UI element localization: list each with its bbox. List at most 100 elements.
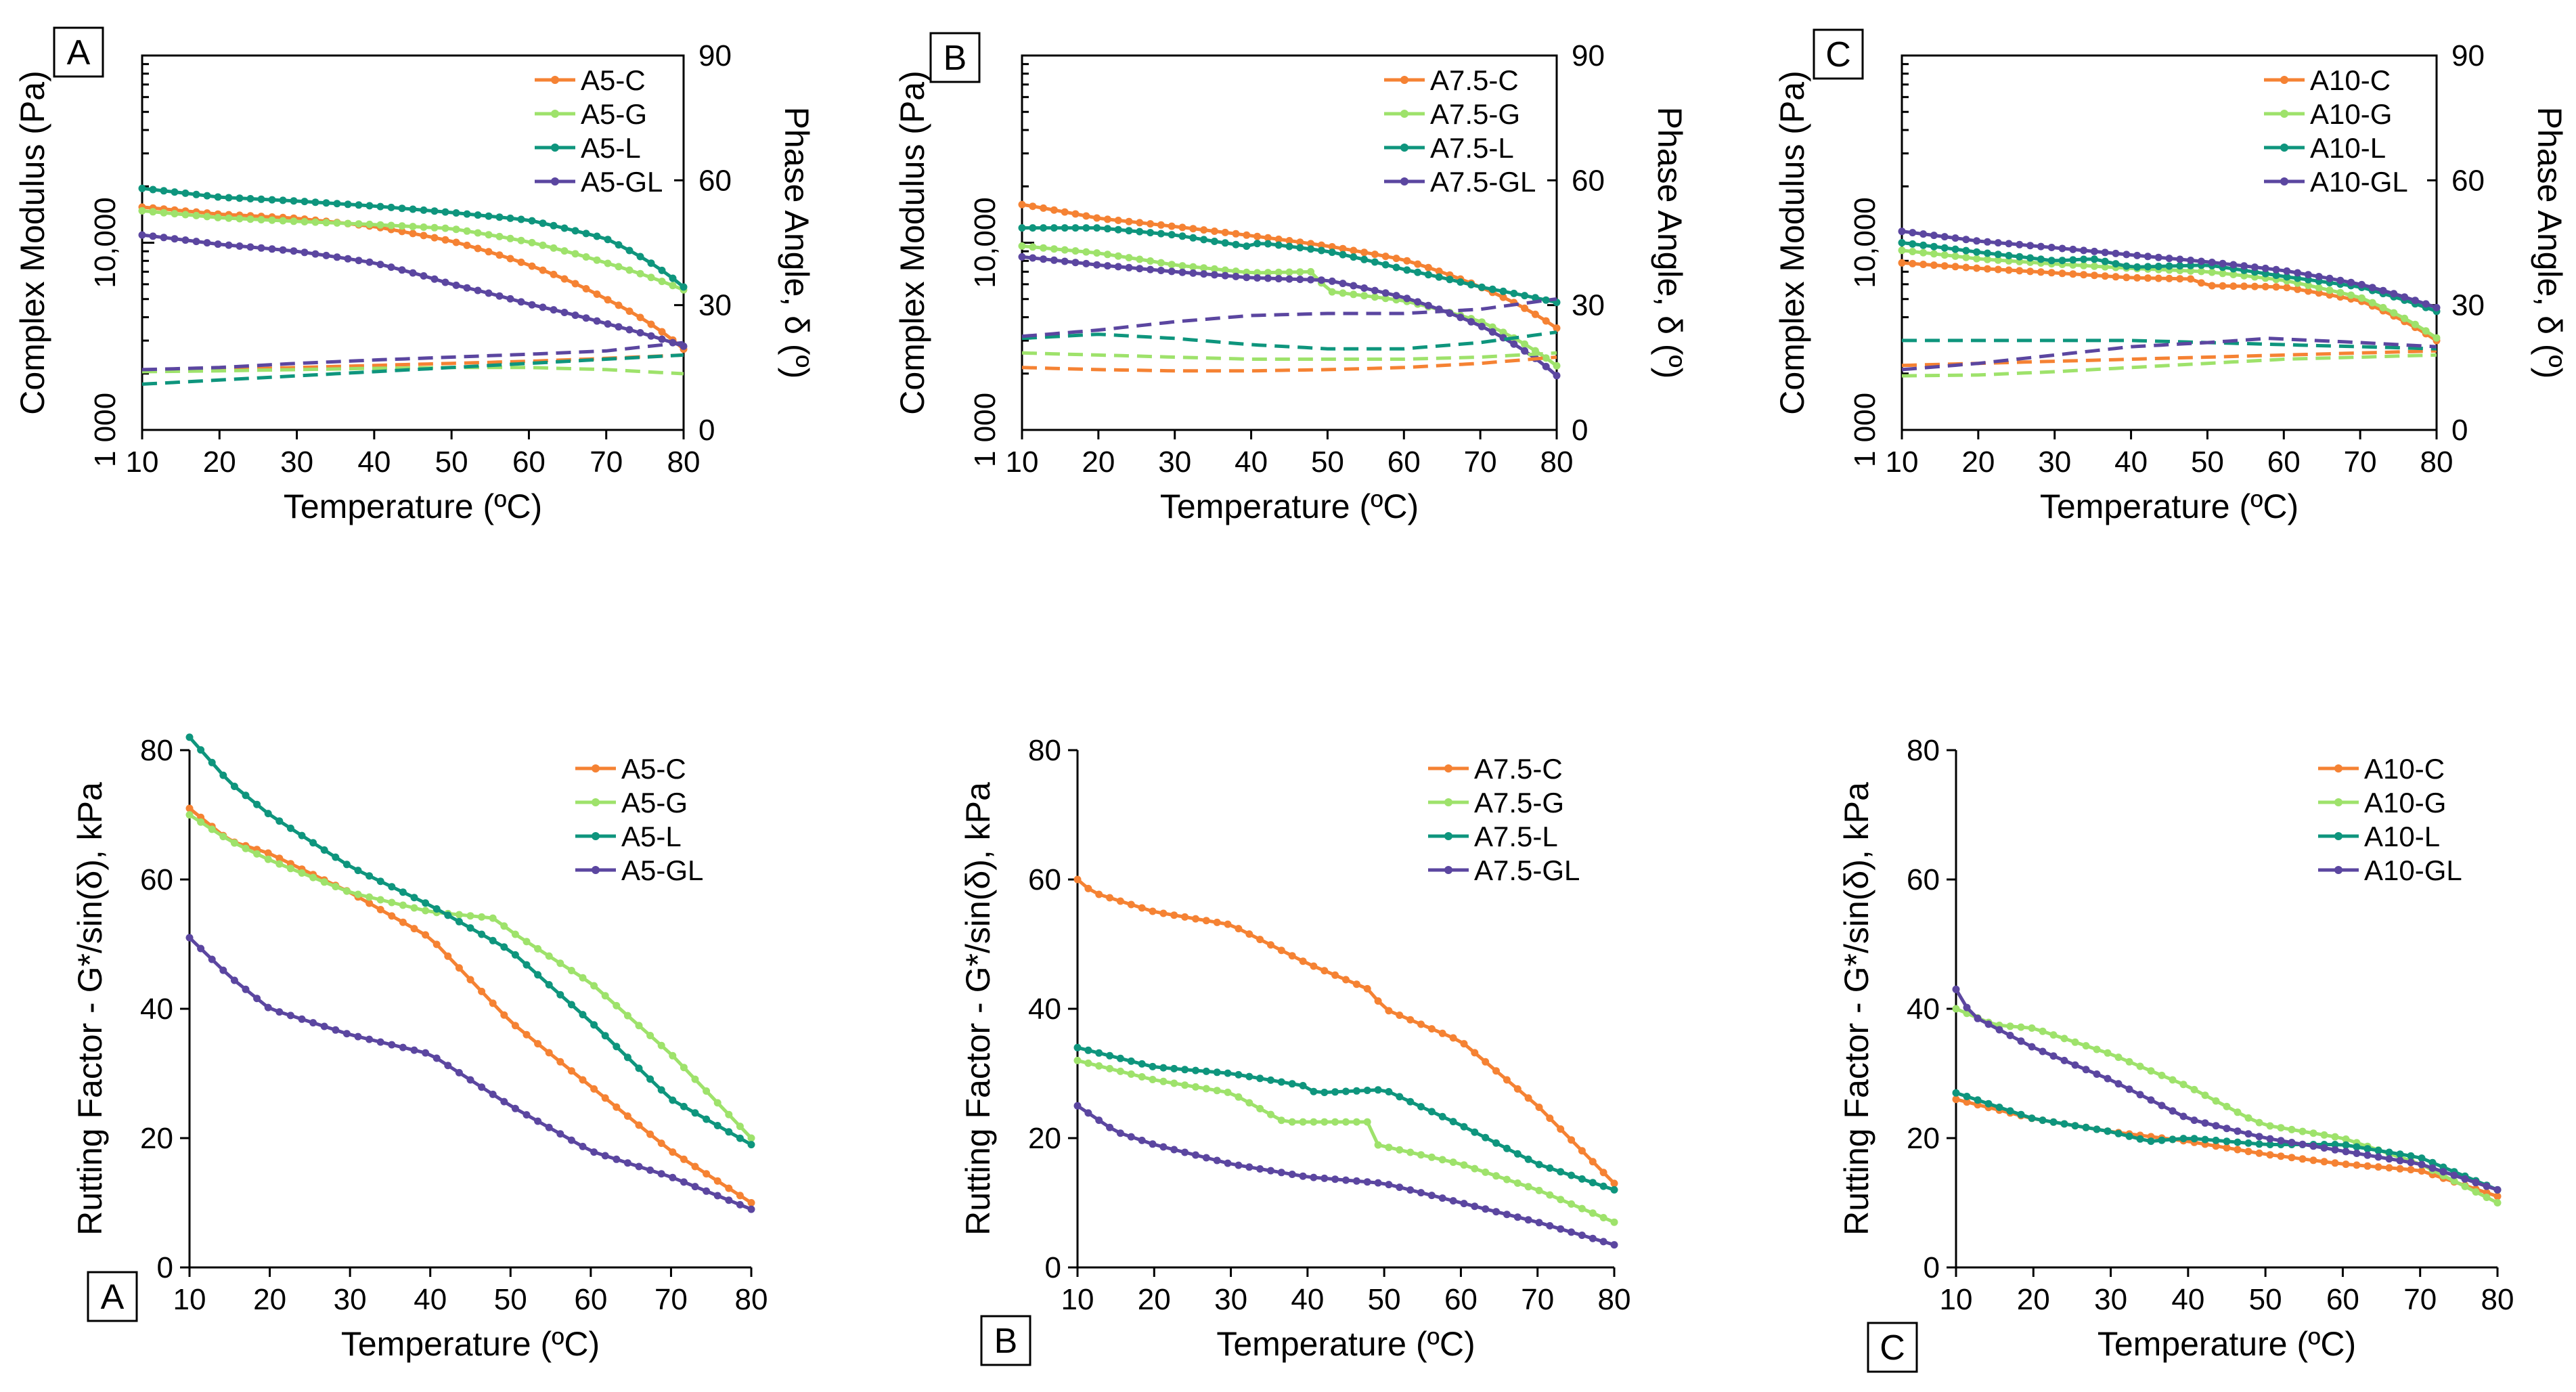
rutting-b-series-a7_5-c-point-44 xyxy=(1546,1114,1554,1123)
complex-b-series-a7_5-c-point-7 xyxy=(1093,214,1101,222)
rutting-a-series-a5-gl-point-1 xyxy=(197,944,205,953)
rutting-a-series-a5-g-point-3 xyxy=(219,833,227,841)
complex-c-series-a10-l-point-5 xyxy=(1951,245,1959,253)
rutting-c-series-a10-gl-point-38 xyxy=(2363,1151,2372,1159)
complex-a-series-a5-l-point-41 xyxy=(582,230,590,238)
rutting-c-series-a10-gl-point-12 xyxy=(2082,1066,2090,1074)
complex-c-x-tick-label-3: 40 xyxy=(2114,445,2148,479)
complex-b-series-a7_5-gl-point-34 xyxy=(1381,289,1390,297)
complex-c-series-a10-gl-point-34 xyxy=(2261,264,2269,272)
complex-a-series-a5-gl-point-20 xyxy=(355,257,363,265)
complex-b-series-a7_5-g-point-14 xyxy=(1168,261,1176,269)
rutting-b-series-a7_5-l-point-15 xyxy=(1235,1070,1243,1079)
complex-c-series-a10-g-point-4 xyxy=(1940,251,1949,259)
complex-a-tag-label: A xyxy=(67,33,91,72)
complex-c-series-a10-gl-point-45 xyxy=(2379,286,2387,295)
complex-c-legend-marker-1 xyxy=(2280,110,2288,118)
complex-a-series-a5-c-point-46 xyxy=(636,313,644,322)
complex-c-series-a10-l-point-35 xyxy=(2272,271,2280,280)
complex-a-series-a5-g-point-45 xyxy=(625,266,634,274)
rutting-a-series-a5-g-point-8 xyxy=(275,860,284,868)
rutting-a-series-a5-l-point-8 xyxy=(275,817,284,825)
rutting-c-series-a10-gl-point-32 xyxy=(2299,1140,2307,1148)
rutting-a-series-a5-g-point-0 xyxy=(185,811,194,819)
rutting-c-series-a10-c-point-29 xyxy=(2266,1151,2274,1159)
complex-b-series-a7_5-g-point-1 xyxy=(1029,243,1037,251)
rutting-b-series-a7_5-c-point-47 xyxy=(1578,1147,1586,1155)
complex-c-series-a10-l-point-2 xyxy=(1919,241,1928,249)
complex-c-y2-tick-label-3: 90 xyxy=(2451,39,2485,72)
complex-c-y-axis-title: Complex Modulus (Pa) xyxy=(1773,70,1811,415)
complex-b-series-a7_5-g-point-50 xyxy=(1553,362,1561,370)
complex-c-series-a10-g-point-6 xyxy=(1962,253,1970,261)
rutting-a-series-a5-c-point-25 xyxy=(466,976,474,984)
complex-a-series-a5-g-point-5 xyxy=(192,211,200,219)
rutting-a-series-a5-l-point-20 xyxy=(410,894,418,902)
rutting-c-series-a10-l-point-9 xyxy=(2049,1118,2058,1126)
rutting-a-series-a5-l-point-16 xyxy=(365,872,374,880)
complex-b-series-a7_5-l-point-24 xyxy=(1274,241,1283,249)
complex-b-series-a7_5-g-point-0 xyxy=(1018,242,1026,250)
complex-b-legend-marker-2 xyxy=(1400,144,1408,152)
complex-b-series-a7_5-gl-point-11 xyxy=(1136,265,1144,273)
rutting-a-series-a5-l-point-47 xyxy=(713,1122,721,1129)
rutting-c-series-a10-gl-point-4 xyxy=(1995,1026,2003,1034)
complex-b-series-a7_5-c-point-30 xyxy=(1339,244,1347,253)
rutting-a-series-a5-gl-point-49 xyxy=(736,1200,744,1209)
rutting-b-series-a7_5-l-point-2 xyxy=(1095,1049,1103,1057)
complex-a-series-a5-g-point-29 xyxy=(452,225,460,234)
rutting-b-series-a7_5-g-point-18 xyxy=(1267,1110,1274,1118)
rutting-b-series-a7_5-l-point-47 xyxy=(1578,1175,1586,1183)
complex-a-series-a5-gl-point-4 xyxy=(181,236,190,244)
complex-b-series-a7_5-gl-point-28 xyxy=(1317,276,1325,284)
complex-a-series-a5-g-point-23 xyxy=(387,221,395,230)
rutting-a-series-a5-g-point-38 xyxy=(613,1001,621,1009)
rutting-a-series-a5-c-point-44 xyxy=(680,1155,688,1163)
rutting-b-series-a7_5-l-point-6 xyxy=(1138,1060,1146,1068)
rutting-a-series-a5-c-point-41 xyxy=(646,1130,654,1138)
rutting-a-series-a5-g-point-44 xyxy=(680,1064,688,1072)
complex-c-series-a10-c-point-11 xyxy=(2016,267,2024,275)
complex-a-series-a5-gl-point-6 xyxy=(203,239,211,247)
complex-a-series-a5-c-point-48 xyxy=(658,328,666,336)
rutting-a-series-a5-g-point-33 xyxy=(556,959,564,967)
rutting-c-series-a10-gl-point-45 xyxy=(2439,1168,2447,1176)
rutting-c-series-a10-l-point-42 xyxy=(2407,1152,2415,1160)
complex-b-series-a7_5-g--dashed-line xyxy=(1021,351,1557,361)
rutting-b-series-a7_5-g-point-31 xyxy=(1406,1148,1415,1156)
rutting-b-series-a7_5-l-point-7 xyxy=(1149,1062,1157,1070)
rutting-b-panel: 10 20 30 40 50 60 70 80 0 20 40 60 80 Temperature (ºC… xyxy=(959,734,1631,1366)
rutting-a-series-a5-l-point-49 xyxy=(736,1134,744,1142)
rutting-c-series-a10-gl-point-39 xyxy=(2374,1153,2382,1161)
rutting-b-y-tick-label-2: 40 xyxy=(1028,993,1061,1026)
complex-b-series-a7_5-gl-point-0 xyxy=(1018,253,1026,261)
complex-b-series-a7_5-c-point-45 xyxy=(1499,293,1507,301)
complex-c-series-a10-gl-point-50 xyxy=(2433,303,2441,311)
complex-b-series-a7_5-gl-point-46 xyxy=(1510,340,1518,348)
rutting-a-series-a5-g-point-10 xyxy=(298,869,306,877)
rutting-b-x-tick-label-7: 80 xyxy=(1598,1283,1631,1316)
complex-a-series-a5-gl-point-26 xyxy=(420,272,428,280)
complex-c-series-a10-gl-point-44 xyxy=(2368,284,2376,292)
complex-b-series-a7_5-gl-point-10 xyxy=(1125,263,1133,271)
complex-a-series-a5-g-point-24 xyxy=(398,222,406,230)
complex-b-panel: 10 20 30 40 50 60 70 80 1 000 10,000 0 30 60 90 Temper… xyxy=(893,32,1689,525)
rutting-a-series-a5-gl-point-34 xyxy=(567,1136,575,1144)
rutting-b-series-a7_5-c-point-40 xyxy=(1503,1076,1511,1084)
complex-a-y2-tick-label-0: 0 xyxy=(698,414,715,447)
rutting-a-series-a5-g-point-34 xyxy=(567,967,575,974)
rutting-a-series-a5-gl-point-35 xyxy=(579,1142,587,1150)
rutting-a-series-a5-l-point-36 xyxy=(590,1021,598,1029)
rutting-b-series-a7_5-gl-point-26 xyxy=(1352,1177,1360,1185)
complex-b-series-a7_5-c-point-27 xyxy=(1307,240,1315,248)
rutting-c-series-a10-l-point-22 xyxy=(2190,1135,2198,1143)
rutting-a-x-axis-title: Temperature (ºC) xyxy=(341,1325,600,1363)
rutting-b-x-tick-label-0: 10 xyxy=(1061,1283,1094,1316)
complex-c-series-a10-g-point-46 xyxy=(2390,309,2398,317)
rutting-a-series-a5-gl-point-37 xyxy=(601,1152,609,1160)
rutting-a-series-a5-l-point-19 xyxy=(399,888,407,896)
rutting-b-series-a7_5-c-point-17 xyxy=(1256,936,1264,944)
rutting-a-panel: 10 20 30 40 50 60 70 80 0 20 40 60 80 Temperature (ºC… xyxy=(71,733,768,1363)
complex-c-series-a10-gl-point-40 xyxy=(2326,274,2334,282)
complex-c-x-tick-label-5: 60 xyxy=(2267,445,2301,479)
